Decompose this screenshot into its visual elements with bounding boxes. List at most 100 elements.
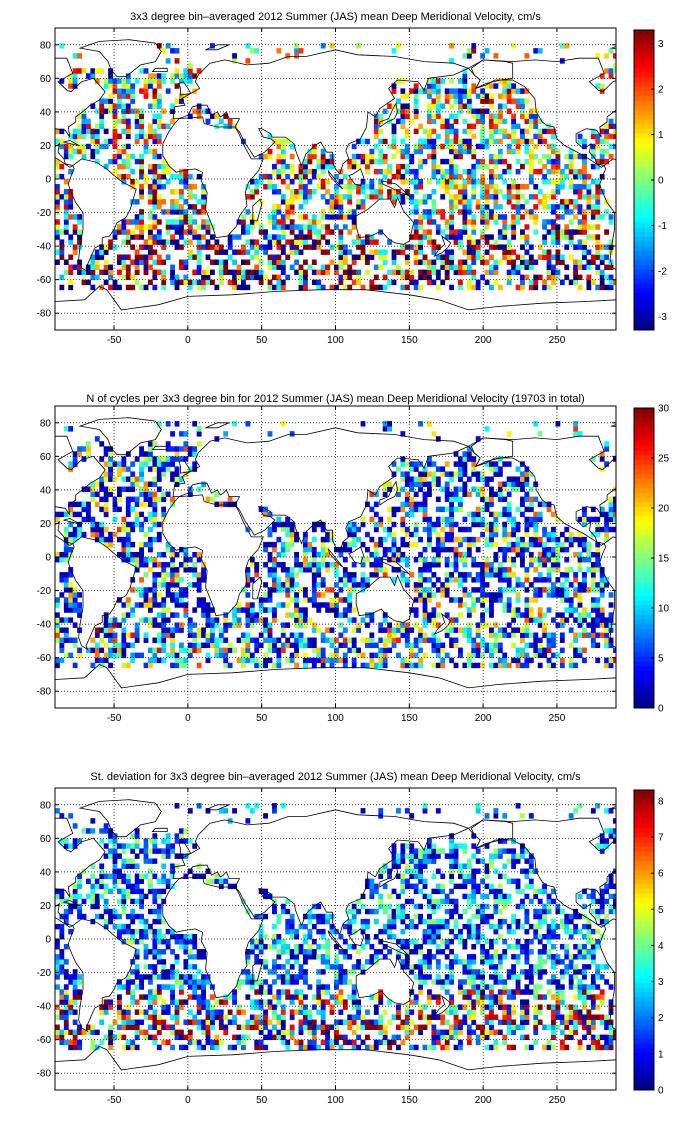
cell-279-21	[599, 138, 605, 145]
cell-0--9	[187, 189, 193, 195]
cell-258--21	[568, 209, 574, 215]
cell-240--66	[542, 284, 548, 291]
cell--42-6	[125, 541, 131, 548]
cell-231--42	[528, 244, 534, 250]
cell--27--24	[148, 214, 153, 220]
cell-207-0	[493, 551, 499, 558]
cell-222-45	[515, 476, 521, 482]
cell-204-54	[489, 461, 494, 467]
cell--33-6	[139, 163, 144, 170]
cell-204--66	[489, 284, 494, 291]
cell--3--6	[183, 562, 189, 568]
cell-108--9	[347, 189, 353, 195]
cell-276-3	[595, 546, 601, 553]
cell-246--54	[551, 264, 556, 270]
cell-204-24	[489, 133, 494, 140]
cell-276--21	[595, 209, 601, 215]
cell-66--30	[285, 602, 291, 608]
cell-213--45	[502, 249, 508, 255]
cell-0--18	[187, 582, 193, 588]
cell--72-12	[81, 531, 87, 538]
cell--39--66	[130, 284, 136, 291]
cell-186--24	[462, 592, 468, 598]
cell--30-36	[143, 491, 149, 497]
cell--54-9	[108, 918, 113, 925]
cell-183--15	[458, 199, 463, 205]
cell-204--48	[489, 632, 494, 638]
cell-57--48	[272, 254, 277, 260]
cell-249-9	[555, 158, 561, 165]
cell--48-12	[117, 153, 122, 160]
cell--18--30	[161, 602, 167, 608]
cell-96--6	[329, 562, 335, 568]
cell--69-27	[86, 506, 91, 513]
cell--21--6	[156, 184, 162, 190]
cell-105--12	[342, 572, 348, 578]
cell--30-42	[143, 481, 149, 487]
cell-57-18	[272, 521, 277, 528]
cell-264-21	[577, 138, 583, 145]
cell-207--27	[493, 597, 499, 603]
cell-66-0	[285, 173, 291, 180]
cell--63--57	[94, 647, 100, 654]
cell-39--66	[245, 284, 251, 291]
cell-105-0	[342, 173, 348, 180]
cell--42-12	[125, 153, 131, 160]
cell-231-9	[528, 536, 534, 543]
cell-249--33	[555, 229, 561, 235]
cell-234-18	[533, 143, 539, 150]
cell-114--60	[356, 652, 361, 659]
cell-174-27	[444, 128, 450, 135]
cell-225-24	[520, 511, 525, 518]
cell--39--48	[130, 632, 136, 638]
cell--45-42	[121, 103, 127, 109]
cell-210--33	[497, 229, 503, 235]
cell-186-48	[462, 471, 468, 477]
cell--63-21	[94, 138, 100, 145]
cell--75--24	[77, 214, 82, 220]
cell-231-0	[528, 551, 534, 558]
cell-69--15	[289, 577, 295, 583]
cell--48-39	[117, 868, 122, 874]
cell-255--39	[564, 617, 570, 623]
cell-246--48	[551, 254, 556, 260]
cell-57--3	[272, 557, 277, 563]
cell-30-30	[232, 123, 237, 130]
cell--21-6	[156, 163, 162, 170]
cell--51-51	[112, 88, 118, 94]
cell-195-6	[475, 163, 481, 170]
cell-105--66	[342, 662, 348, 669]
cell--30-54	[143, 461, 149, 467]
cell-141-27	[396, 506, 401, 513]
cell-222--45	[515, 627, 521, 633]
cell-222--60	[515, 652, 521, 659]
cell-201-39	[484, 108, 490, 114]
cell-249-6	[555, 541, 561, 548]
cell-144--15	[400, 577, 406, 583]
cell--12--27	[170, 219, 175, 225]
cell--63-21	[94, 898, 100, 905]
cell--87--48	[59, 1014, 65, 1020]
cell--27--36	[148, 234, 153, 240]
cell-258--33	[568, 229, 574, 235]
cell-114--57	[356, 647, 361, 654]
cell--24--39	[152, 239, 158, 245]
cell--45--36	[121, 612, 127, 618]
cell-276--27	[595, 597, 601, 603]
cell-213--42	[502, 244, 508, 250]
cell-126--3	[373, 557, 379, 563]
cell-183--66	[458, 284, 463, 291]
cell-240--21	[542, 587, 548, 593]
cell--81--27	[68, 597, 74, 603]
cell--84--33	[63, 607, 69, 613]
cell-66--24	[285, 592, 291, 598]
cell-45--6	[254, 184, 260, 190]
cell--81--30	[68, 602, 74, 608]
cell-255--21	[564, 209, 570, 215]
cell-84--42	[311, 244, 317, 250]
cell--6--24	[179, 214, 184, 220]
cell--18--27	[161, 597, 167, 603]
cell--60--45	[99, 627, 105, 633]
cell-69-9	[289, 536, 295, 543]
cell--60-57	[99, 456, 105, 462]
